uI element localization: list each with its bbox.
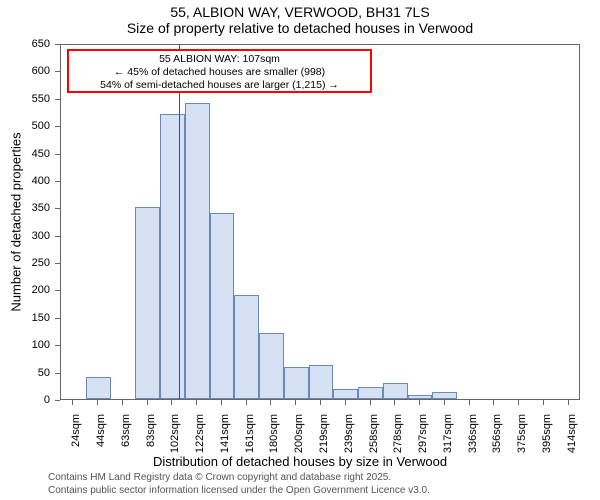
x-tick-mark [370, 400, 371, 405]
x-tick-label: 44sqm [95, 414, 107, 447]
y-tick-mark [55, 99, 60, 100]
y-tick-label: 100 [0, 339, 50, 351]
y-tick-mark [55, 345, 60, 346]
histogram-bar [185, 103, 210, 399]
histogram-bar [210, 213, 235, 399]
histogram-bar [432, 392, 457, 399]
y-tick-mark [55, 126, 60, 127]
x-tick-mark [394, 400, 395, 405]
histogram-bar [383, 383, 408, 399]
x-tick-mark [171, 400, 172, 405]
histogram-bar [408, 395, 433, 399]
y-tick-mark [55, 44, 60, 45]
x-tick-mark [270, 400, 271, 405]
x-tick-mark [246, 400, 247, 405]
annotation-line: 54% of semi-detached houses are larger (… [73, 79, 366, 92]
footer-attribution: Contains HM Land Registry data © Crown c… [48, 472, 430, 497]
x-tick-label: 414sqm [566, 414, 578, 453]
x-tick-label: 141sqm [219, 414, 231, 453]
x-tick-mark [295, 400, 296, 405]
y-tick-label: 550 [0, 93, 50, 105]
chart-title: 55, ALBION WAY, VERWOOD, BH31 7LS Size o… [0, 4, 600, 36]
y-tick-mark [55, 290, 60, 291]
y-tick-label: 50 [0, 367, 50, 379]
x-tick-label: 356sqm [491, 414, 503, 453]
histogram-bar [358, 387, 383, 399]
title-line-2: Size of property relative to detached ho… [0, 20, 600, 36]
x-tick-mark [444, 400, 445, 405]
x-tick-label: 200sqm [293, 414, 305, 453]
x-tick-label: 83sqm [145, 414, 157, 447]
x-tick-label: 161sqm [244, 414, 256, 453]
y-tick-mark [55, 154, 60, 155]
y-tick-label: 650 [0, 38, 50, 50]
y-tick-mark [55, 400, 60, 401]
histogram-bar [135, 207, 160, 399]
y-tick-label: 0 [0, 394, 50, 406]
chart-container: 55, ALBION WAY, VERWOOD, BH31 7LS Size o… [0, 0, 600, 500]
x-tick-label: 122sqm [194, 414, 206, 453]
x-tick-mark [345, 400, 346, 405]
x-tick-label: 317sqm [442, 414, 454, 453]
footer-line: Contains HM Land Registry data © Crown c… [48, 472, 430, 485]
x-tick-mark [469, 400, 470, 405]
y-tick-mark [55, 236, 60, 237]
x-tick-mark [221, 400, 222, 405]
x-tick-label: 278sqm [392, 414, 404, 453]
x-tick-mark [72, 400, 73, 405]
annotation-line: 55 ALBION WAY: 107sqm [73, 53, 366, 66]
y-tick-mark [55, 208, 60, 209]
x-tick-label: 239sqm [343, 414, 355, 453]
x-tick-mark [419, 400, 420, 405]
y-tick-label: 450 [0, 148, 50, 160]
y-tick-label: 200 [0, 284, 50, 296]
x-tick-label: 63sqm [120, 414, 132, 447]
x-tick-mark [97, 400, 98, 405]
x-tick-label: 24sqm [70, 414, 82, 447]
x-tick-label: 180sqm [268, 414, 280, 453]
histogram-bar [309, 365, 334, 399]
x-tick-label: 375sqm [516, 414, 528, 453]
y-tick-label: 500 [0, 120, 50, 132]
histogram-bar [160, 114, 185, 399]
histogram-bar [333, 389, 358, 399]
histogram-bar [234, 295, 259, 399]
x-tick-mark [518, 400, 519, 405]
histogram-bar [259, 333, 284, 399]
x-tick-mark [568, 400, 569, 405]
x-tick-label: 297sqm [417, 414, 429, 453]
histogram-bar [284, 367, 309, 399]
y-tick-mark [55, 373, 60, 374]
annotation-box: 55 ALBION WAY: 107sqm← 45% of detached h… [67, 49, 372, 93]
annotation-line: ← 45% of detached houses are smaller (99… [73, 66, 366, 79]
y-tick-label: 400 [0, 175, 50, 187]
x-tick-mark [122, 400, 123, 405]
histogram-bar [86, 377, 111, 399]
x-tick-mark [320, 400, 321, 405]
x-tick-label: 395sqm [541, 414, 553, 453]
x-tick-label: 102sqm [169, 414, 181, 453]
footer-line: Contains public sector information licen… [48, 485, 430, 498]
y-tick-label: 350 [0, 202, 50, 214]
y-tick-mark [55, 181, 60, 182]
y-tick-mark [55, 318, 60, 319]
x-tick-mark [493, 400, 494, 405]
y-tick-label: 600 [0, 65, 50, 77]
title-line-1: 55, ALBION WAY, VERWOOD, BH31 7LS [0, 4, 600, 20]
y-tick-mark [55, 263, 60, 264]
x-tick-mark [196, 400, 197, 405]
y-tick-mark [55, 71, 60, 72]
x-tick-label: 258sqm [368, 414, 380, 453]
x-tick-label: 219sqm [318, 414, 330, 453]
x-tick-label: 336sqm [467, 414, 479, 453]
reference-line [179, 45, 180, 399]
y-tick-label: 300 [0, 230, 50, 242]
x-tick-mark [543, 400, 544, 405]
plot-area: 55 ALBION WAY: 107sqm← 45% of detached h… [60, 44, 580, 400]
x-axis-title: Distribution of detached houses by size … [0, 454, 600, 469]
y-tick-label: 150 [0, 312, 50, 324]
x-tick-mark [147, 400, 148, 405]
y-tick-label: 250 [0, 257, 50, 269]
